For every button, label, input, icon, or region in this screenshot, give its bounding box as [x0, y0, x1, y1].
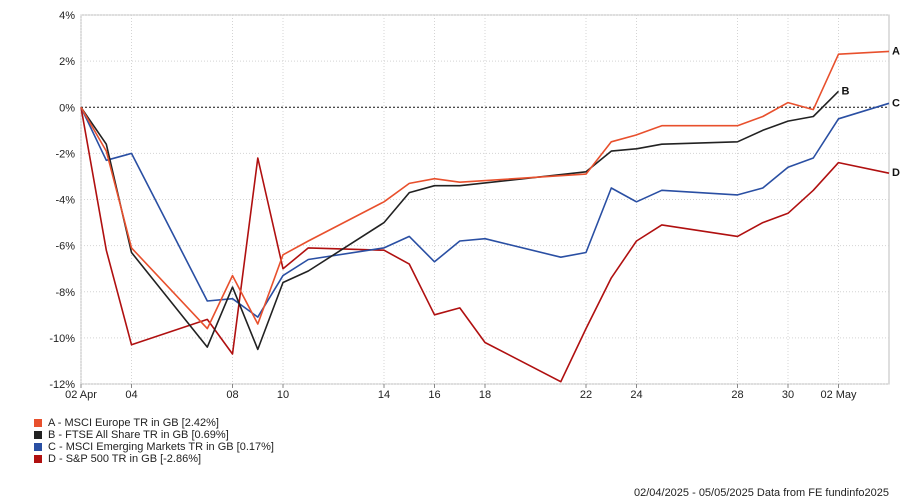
legend-label-d: D - S&P 500 TR in GB [-2.86%] [48, 453, 202, 465]
legend-item-d[interactable]: D - S&P 500 TR in GB [-2.86%] [34, 453, 274, 465]
x-tick-label: 18 [479, 389, 491, 401]
legend-item-b[interactable]: B - FTSE All Share TR in GB [0.69%] [34, 429, 274, 441]
series-line-b[interactable] [80, 90, 840, 351]
series-group: A B C D [80, 45, 900, 383]
y-tick-label: -12% [49, 379, 75, 391]
series-end-label-c: C [892, 97, 900, 109]
series-end-label-d: D [892, 167, 900, 179]
legend-swatch-c [34, 443, 42, 451]
y-tick-label: -4% [55, 195, 75, 207]
plot-area [80, 14, 890, 385]
y-tick-label: 4% [59, 10, 75, 22]
x-tick-label: 14 [378, 389, 390, 401]
x-tick-label: 02 May [820, 389, 857, 401]
x-tick-label: 22 [580, 389, 592, 401]
y-tick-label: 2% [59, 56, 75, 68]
y-tick-label: -2% [55, 148, 75, 160]
legend: A - MSCI Europe TR in GB [2.42%] B - FTS… [34, 417, 274, 465]
x-tick-label: 02 Apr [65, 389, 97, 401]
series-end-label-a: A [892, 45, 900, 57]
legend-label-a: A - MSCI Europe TR in GB [2.42%] [48, 417, 219, 429]
x-tick-label: 24 [630, 389, 642, 401]
y-tick-label: 0% [59, 102, 75, 114]
legend-swatch-a [34, 419, 42, 427]
series-line-d[interactable] [80, 107, 890, 383]
y-tick-label: -6% [55, 241, 75, 253]
x-tick-label: 28 [731, 389, 743, 401]
x-tick-label: 08 [226, 389, 238, 401]
legend-swatch-d [34, 455, 42, 463]
grid [80, 14, 890, 385]
y-tick-label: -10% [49, 333, 75, 345]
legend-item-c[interactable]: C - MSCI Emerging Markets TR in GB [0.17… [34, 441, 274, 453]
series-line-a[interactable] [80, 50, 890, 330]
x-tick-label: 04 [125, 389, 137, 401]
axes: 4% 2% 0% -2% -4% -6% -8% -10% -12%02 Apr 04 08 10 14… [49, 10, 857, 401]
series-end-label-b: B [842, 85, 850, 97]
date-range-source-note: 02/04/2025 - 05/05/2025 Data from FE fun… [633, 487, 889, 499]
x-tick-label: 30 [782, 389, 794, 401]
x-tick-label: 16 [428, 389, 440, 401]
y-tick-label: -8% [55, 287, 75, 299]
legend-swatch-b [34, 431, 42, 439]
legend-item-a[interactable]: A - MSCI Europe TR in GB [2.42%] [34, 417, 274, 429]
legend-label-c: C - MSCI Emerging Markets TR in GB [0.17… [48, 441, 274, 453]
legend-label-b: B - FTSE All Share TR in GB [0.69%] [48, 429, 229, 441]
performance-line-chart: A B C D 4% 2% 0% -2% -4% -6% -8% -10% -12%02 Apr 04 0… [49, 10, 900, 401]
x-tick-label: 10 [277, 389, 289, 401]
